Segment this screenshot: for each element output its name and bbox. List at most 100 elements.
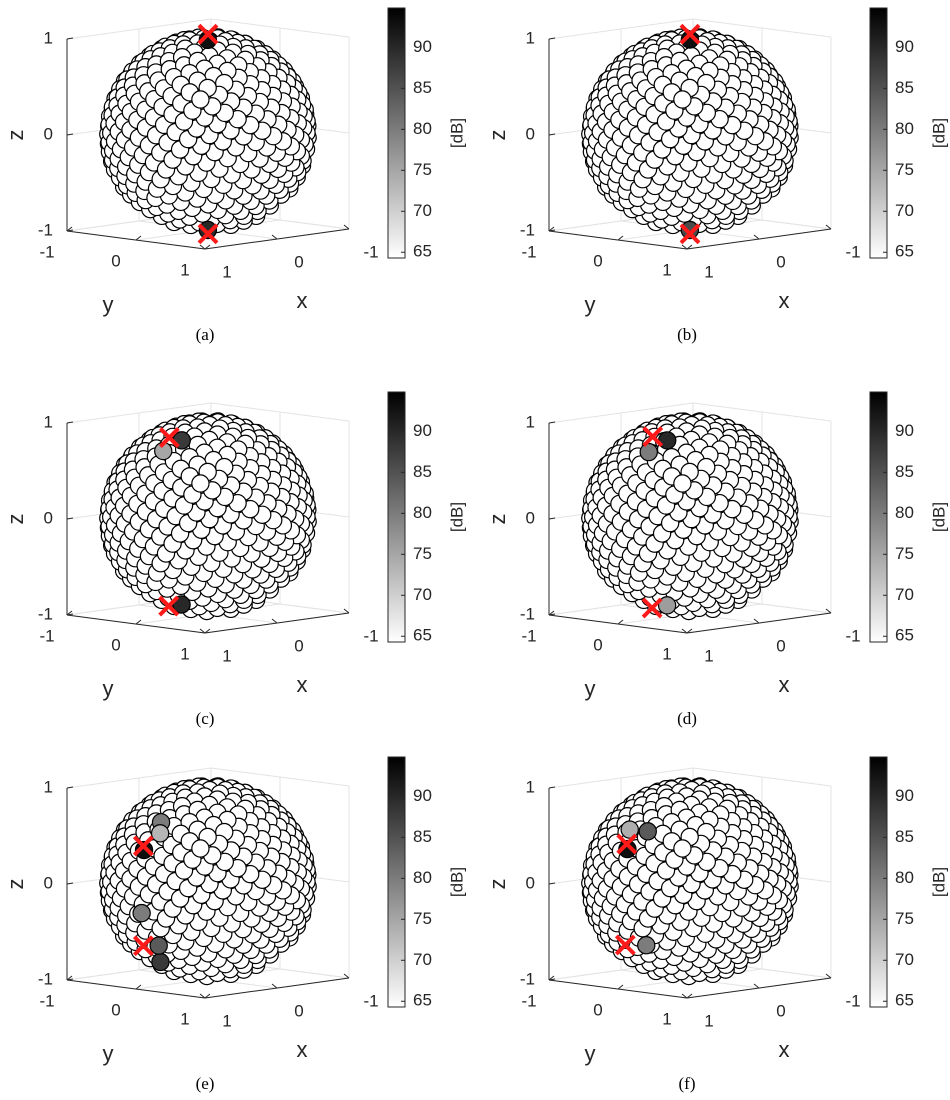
colorbar-tick-label: 90 bbox=[895, 37, 914, 56]
data-point bbox=[134, 840, 154, 860]
x-tick-label: 0 bbox=[294, 636, 303, 655]
y-tick-label: 0 bbox=[111, 635, 120, 654]
z-tick-label: 0 bbox=[44, 124, 53, 143]
grid-line bbox=[692, 402, 832, 422]
x-tick-label: -1 bbox=[363, 242, 378, 261]
tick-mark bbox=[343, 973, 350, 979]
tick-mark bbox=[753, 983, 760, 989]
colorbar-tick-label: 80 bbox=[895, 119, 914, 138]
colorbar-tick-label: 75 bbox=[413, 909, 432, 928]
grid-line bbox=[210, 767, 350, 787]
colorbar-tick-label: 80 bbox=[413, 119, 432, 138]
z-tick-label: -1 bbox=[520, 969, 535, 988]
tick-mark bbox=[343, 608, 350, 614]
colorbar-tick-label: 65 bbox=[895, 626, 914, 645]
source-stroke bbox=[679, 23, 701, 45]
x-axis-title: x bbox=[297, 1037, 308, 1062]
x-tick-label: 0 bbox=[294, 252, 303, 271]
colorbar bbox=[869, 756, 888, 1008]
data-point bbox=[149, 936, 168, 955]
x-tick-label: 0 bbox=[776, 1001, 785, 1020]
y-axis-title: y bbox=[585, 1041, 596, 1066]
colorbar-tick-label: 90 bbox=[413, 421, 432, 440]
grid-line bbox=[692, 18, 832, 38]
grid-line bbox=[66, 402, 212, 424]
colorbar-tick-label: 70 bbox=[413, 201, 432, 220]
x-tick-label: 0 bbox=[776, 252, 785, 271]
colorbar-tick-label: 65 bbox=[895, 991, 914, 1010]
source-stroke bbox=[197, 223, 219, 245]
colorbar-tick-label: 80 bbox=[895, 868, 914, 887]
z-axis-title: z bbox=[485, 879, 510, 890]
tick-mark bbox=[686, 628, 693, 634]
z-tick-label: 0 bbox=[526, 124, 535, 143]
tick-mark bbox=[681, 244, 688, 250]
sample-point bbox=[673, 474, 692, 493]
source-marker bbox=[641, 597, 663, 619]
colorbar-tick-label: 85 bbox=[413, 462, 432, 481]
data-point bbox=[639, 442, 658, 462]
y-tick-label: -1 bbox=[521, 626, 536, 645]
z-axis-title: z bbox=[3, 130, 28, 141]
colorbar-tick-label: 80 bbox=[413, 868, 432, 887]
data-point bbox=[638, 822, 657, 841]
tick-mark bbox=[66, 786, 74, 789]
colorbar bbox=[387, 7, 406, 259]
sample-point bbox=[673, 839, 692, 858]
x-axis-title: x bbox=[779, 672, 790, 697]
y-tick-label: -1 bbox=[521, 991, 536, 1010]
tick-mark bbox=[135, 619, 142, 625]
z-tick-label: 0 bbox=[526, 508, 535, 527]
colorbar-label: [dB] bbox=[929, 118, 948, 148]
source-marker bbox=[679, 223, 701, 245]
colorbar-tick-label: 85 bbox=[895, 78, 914, 97]
colorbar-tick-label: 70 bbox=[895, 950, 914, 969]
tick-mark bbox=[548, 421, 556, 424]
tick-mark bbox=[204, 244, 211, 250]
tick-mark bbox=[343, 224, 350, 230]
x-tick-label: 1 bbox=[704, 262, 713, 281]
source-stroke bbox=[641, 597, 663, 619]
source-stroke bbox=[132, 935, 154, 957]
z-tick-label: -1 bbox=[520, 604, 535, 623]
tick-mark bbox=[686, 244, 693, 250]
tick-mark bbox=[66, 226, 73, 232]
colorbar-tick-label: 70 bbox=[413, 950, 432, 969]
tick-mark bbox=[199, 628, 206, 634]
source-marker bbox=[197, 23, 219, 45]
colorbar-tick-label: 85 bbox=[895, 462, 914, 481]
x-tick-label: -1 bbox=[363, 991, 378, 1010]
x-axis-title: x bbox=[297, 672, 308, 697]
y-axis-title: y bbox=[103, 292, 114, 317]
grid-line bbox=[548, 402, 694, 424]
tick-mark bbox=[548, 37, 556, 40]
colorbar-tick-label: 75 bbox=[895, 909, 914, 928]
colorbar bbox=[387, 391, 406, 643]
colorbar-tick-label: 65 bbox=[895, 242, 914, 261]
data-point bbox=[150, 824, 170, 843]
data-point bbox=[620, 820, 639, 839]
grid-line bbox=[548, 767, 694, 789]
data-point bbox=[680, 220, 700, 240]
x-tick-label: -1 bbox=[845, 991, 860, 1010]
data-point bbox=[637, 936, 656, 955]
source-marker bbox=[642, 426, 664, 448]
tick-mark bbox=[66, 882, 74, 885]
source-marker bbox=[614, 934, 636, 956]
tick-mark bbox=[66, 975, 73, 981]
z-tick-label: 1 bbox=[44, 28, 53, 47]
colorbar-tick-label: 90 bbox=[413, 786, 432, 805]
y-tick-label: -1 bbox=[521, 242, 536, 261]
tick-mark bbox=[199, 244, 206, 250]
z-tick-label: -1 bbox=[38, 604, 53, 623]
colorbar-label: [dB] bbox=[447, 118, 466, 148]
x-axis-title: x bbox=[779, 1037, 790, 1062]
x-tick-label: -1 bbox=[845, 626, 860, 645]
z-axis-title: z bbox=[485, 130, 510, 141]
y-tick-label: -1 bbox=[39, 626, 54, 645]
source-stroke bbox=[614, 934, 636, 956]
source-stroke bbox=[158, 595, 180, 617]
tick-mark bbox=[66, 517, 74, 520]
grid-line bbox=[548, 18, 694, 40]
data-point bbox=[198, 220, 218, 240]
